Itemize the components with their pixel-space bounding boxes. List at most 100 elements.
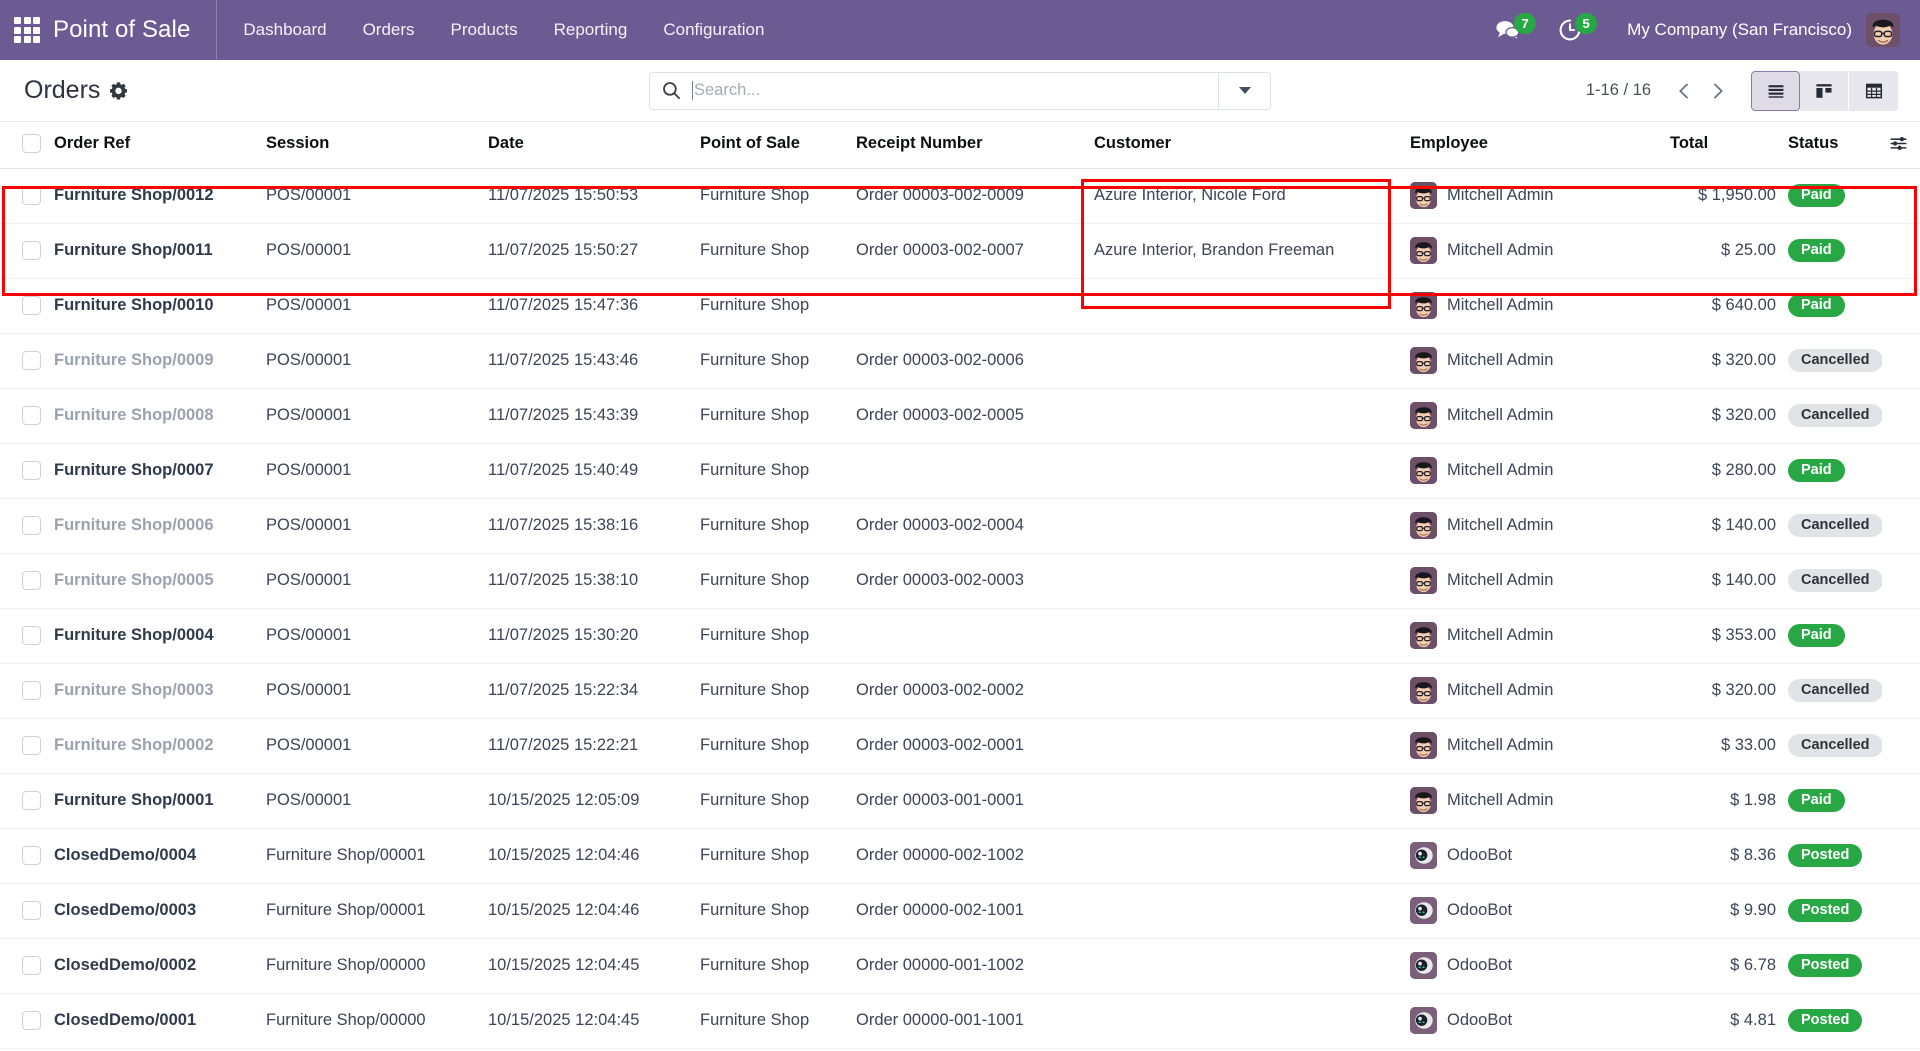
- pager-previous-button[interactable]: [1667, 74, 1701, 108]
- order-ref-text: Furniture Shop/0006: [54, 516, 214, 534]
- cell-row-spacer: [1882, 553, 1920, 609]
- company-switcher[interactable]: My Company (San Francisco): [1627, 20, 1852, 39]
- employee-name: Mitchell Admin: [1447, 626, 1554, 644]
- cell-customer: Azure Interior, Nicole Ford: [1094, 168, 1410, 224]
- cell-date: 10/15/2025 12:04:45: [488, 938, 700, 994]
- row-checkbox[interactable]: [22, 241, 41, 260]
- control-panel-right: 1-16 / 16: [1586, 70, 1898, 111]
- header-receipt-number[interactable]: Receipt Number: [856, 122, 1094, 169]
- menu-item-configuration[interactable]: Configuration: [663, 20, 765, 39]
- row-checkbox[interactable]: [22, 901, 41, 920]
- header-session[interactable]: Session: [266, 122, 488, 169]
- row-select-cell: [0, 773, 54, 829]
- view-button-kanban[interactable]: [1800, 70, 1849, 111]
- cell-status: Paid: [1782, 278, 1882, 334]
- search-dropdown-toggle[interactable]: [1218, 72, 1270, 109]
- apps-grid-icon[interactable]: [14, 17, 40, 43]
- cell-row-spacer: [1882, 333, 1920, 389]
- text-cursor: [692, 81, 693, 100]
- list-view-icon: [1768, 84, 1783, 98]
- cell-employee: OdooBot: [1410, 883, 1670, 939]
- view-button-pivot[interactable]: [1849, 70, 1898, 111]
- table-row[interactable]: ClosedDemo/0003 Furniture Shop/00001 10/15…: [0, 883, 1920, 939]
- header-order-ref[interactable]: Order Ref: [54, 122, 266, 169]
- table-row[interactable]: Furniture Shop/0004 POS/00001 11/07/2025 1…: [0, 608, 1920, 664]
- table-row[interactable]: Furniture Shop/0002 POS/00001 11/07/2025 1…: [0, 718, 1920, 774]
- cell-order-ref: ClosedDemo/0002: [54, 938, 266, 994]
- row-checkbox[interactable]: [22, 351, 41, 370]
- row-select-cell: [0, 553, 54, 609]
- table-row[interactable]: Furniture Shop/0003 POS/00001 11/07/2025 1…: [0, 663, 1920, 719]
- cell-status: Cancelled: [1782, 333, 1882, 389]
- table-row[interactable]: Furniture Shop/0007 POS/00001 11/07/2025 1…: [0, 443, 1920, 499]
- cell-total: $ 6.78: [1670, 938, 1782, 994]
- app-brand-title[interactable]: Point of Sale: [53, 0, 218, 60]
- row-checkbox[interactable]: [22, 296, 41, 315]
- table-row[interactable]: Furniture Shop/0008 POS/00001 11/07/2025 1…: [0, 388, 1920, 444]
- cell-row-spacer: [1882, 663, 1920, 719]
- cell-customer: [1094, 278, 1410, 334]
- view-button-list[interactable]: [1751, 70, 1800, 111]
- cell-date: 10/15/2025 12:04:46: [488, 883, 700, 939]
- menu-item-dashboard[interactable]: Dashboard: [243, 20, 327, 39]
- cell-employee: Mitchell Admin: [1410, 608, 1670, 664]
- employee-avatar: [1410, 787, 1437, 814]
- activities-button[interactable]: 5: [1546, 0, 1607, 60]
- column-options-icon[interactable]: [1882, 134, 1914, 153]
- header-customer[interactable]: Customer: [1094, 122, 1410, 169]
- table-row[interactable]: Furniture Shop/0011 POS/00001 11/07/2025 1…: [0, 223, 1920, 279]
- row-checkbox[interactable]: [22, 791, 41, 810]
- cell-date: 11/07/2025 15:38:10: [488, 553, 700, 609]
- row-select-cell: [0, 993, 54, 1049]
- avatar[interactable]: [1866, 13, 1900, 47]
- menu-item-products[interactable]: Products: [450, 20, 518, 39]
- row-checkbox[interactable]: [22, 516, 41, 535]
- cell-total: $ 9.90: [1670, 883, 1782, 939]
- select-all-checkbox[interactable]: [22, 134, 41, 154]
- table-row[interactable]: Furniture Shop/0010 POS/00001 11/07/2025 1…: [0, 278, 1920, 334]
- cell-date: 11/07/2025 15:50:27: [488, 223, 700, 279]
- row-checkbox[interactable]: [22, 846, 41, 865]
- menu-item-reporting[interactable]: Reporting: [553, 20, 628, 39]
- employee-avatar: [1410, 402, 1437, 429]
- row-checkbox[interactable]: [22, 461, 41, 480]
- table-row[interactable]: Furniture Shop/0006 POS/00001 11/07/2025 1…: [0, 498, 1920, 554]
- row-checkbox[interactable]: [22, 626, 41, 645]
- table-row[interactable]: ClosedDemo/0001 Furniture Shop/00000 10/15…: [0, 993, 1920, 1049]
- row-checkbox[interactable]: [22, 681, 41, 700]
- messages-button[interactable]: 7: [1483, 0, 1546, 60]
- row-checkbox[interactable]: [22, 736, 41, 755]
- row-checkbox[interactable]: [22, 956, 41, 975]
- table-row[interactable]: Furniture Shop/0012 POS/00001 11/07/2025 1…: [0, 168, 1920, 224]
- table-row[interactable]: ClosedDemo/0004 Furniture Shop/00001 10/15…: [0, 828, 1920, 884]
- status-badge: Paid: [1788, 293, 1845, 318]
- table-row[interactable]: Furniture Shop/0001 POS/00001 10/15/2025 1…: [0, 773, 1920, 829]
- row-checkbox[interactable]: [22, 186, 41, 205]
- header-row: Order Ref Session Date Point of Sale Rec…: [0, 122, 1920, 169]
- search-view[interactable]: Search...: [649, 71, 1271, 110]
- pager-next-button[interactable]: [1701, 74, 1735, 108]
- status-badge: Paid: [1788, 788, 1845, 813]
- cell-row-spacer: [1882, 828, 1920, 884]
- gear-icon[interactable]: [109, 81, 128, 100]
- row-select-cell: [0, 883, 54, 939]
- table-row[interactable]: ClosedDemo/0002 Furniture Shop/00000 10/15…: [0, 938, 1920, 994]
- cell-order-ref: ClosedDemo/0003: [54, 883, 266, 939]
- header-point-of-sale[interactable]: Point of Sale: [700, 122, 856, 169]
- cell-status: Paid: [1782, 608, 1882, 664]
- menu-item-orders[interactable]: Orders: [362, 20, 415, 39]
- kanban-view-icon: [1816, 83, 1832, 98]
- table-row[interactable]: Furniture Shop/0005 POS/00001 11/07/2025 1…: [0, 553, 1920, 609]
- header-status[interactable]: Status: [1782, 122, 1882, 169]
- header-date[interactable]: Date: [488, 122, 700, 169]
- header-total[interactable]: Total: [1670, 122, 1782, 169]
- messages-count-badge: 7: [1514, 13, 1537, 34]
- cell-order-ref: Furniture Shop/0012: [54, 168, 266, 224]
- row-checkbox[interactable]: [22, 1011, 41, 1030]
- table-row[interactable]: Furniture Shop/0009 POS/00001 11/07/2025 1…: [0, 333, 1920, 389]
- search-input[interactable]: Search...: [692, 73, 1218, 109]
- header-employee[interactable]: Employee: [1410, 122, 1670, 169]
- row-checkbox[interactable]: [22, 406, 41, 425]
- cell-order-ref: Furniture Shop/0008: [54, 388, 266, 444]
- row-checkbox[interactable]: [22, 571, 41, 590]
